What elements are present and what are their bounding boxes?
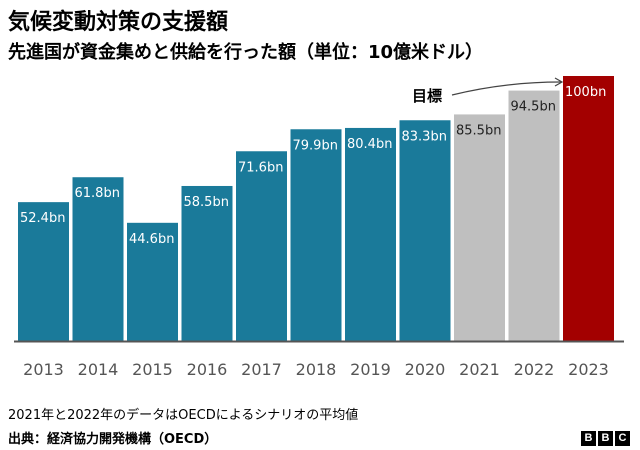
data-label-2021: 85.5bn	[456, 123, 501, 138]
bar-2023	[563, 76, 614, 341]
x-tick-2023: 2023	[568, 360, 609, 379]
chart-subtitle: 先進国が資金集めと供給を行った額（単位：10億米ドル）	[8, 42, 484, 63]
data-label-2013: 52.4bn	[20, 211, 65, 226]
source-credit: 出典：経済協力開発機構（OECD）	[8, 432, 218, 447]
bbc-logo: B B C	[581, 431, 630, 446]
data-label-2018: 79.9bn	[293, 138, 338, 153]
x-tick-2016: 2016	[187, 360, 228, 379]
data-label-2014: 61.8bn	[75, 186, 120, 201]
bar-2013	[18, 202, 69, 341]
bar-2014	[72, 177, 124, 341]
bbc-logo-letter: C	[615, 431, 630, 446]
chart-title: 気候変動対策の支援額	[8, 10, 229, 35]
x-tick-2022: 2022	[514, 360, 555, 379]
bbc-logo-letter: B	[581, 431, 596, 446]
x-tick-2013: 2013	[23, 360, 64, 379]
data-label-2022: 94.5bn	[511, 100, 556, 115]
data-label-2015: 44.6bn	[129, 232, 174, 247]
x-tick-2017: 2017	[241, 360, 282, 379]
bar-2021	[454, 114, 505, 341]
data-label-2019: 80.4bn	[347, 137, 392, 152]
data-label-2023: 100bn	[565, 85, 606, 100]
data-label-2020: 83.3bn	[402, 129, 447, 144]
bar-2019	[345, 127, 396, 341]
bar-2016	[181, 185, 233, 341]
annotation-arrow	[451, 81, 562, 96]
bar-2015	[127, 222, 178, 341]
bar-2018	[290, 129, 342, 341]
bbc-logo-letter: B	[598, 431, 613, 446]
annotation-arrowhead	[554, 77, 564, 87]
scenario-note: 2021年と2022年のデータはOECDによるシナリオの平均値	[8, 408, 359, 423]
bar-chart: 52.4bn 2013 61.8bn 2014 44.6bn 2015 58.5bn 2016…	[14, 76, 624, 379]
x-tick-2015: 2015	[132, 360, 173, 379]
target-annotation: 目標	[412, 87, 442, 105]
data-label-2017: 71.6bn	[238, 160, 283, 175]
x-tick-2020: 2020	[405, 360, 446, 379]
bar-2022	[508, 90, 560, 341]
bar-2020	[399, 120, 451, 341]
x-tick-2019: 2019	[350, 360, 391, 379]
bar-2017	[236, 151, 287, 341]
x-tick-2014: 2014	[78, 360, 119, 379]
x-tick-2021: 2021	[459, 360, 500, 379]
x-tick-2018: 2018	[296, 360, 337, 379]
data-label-2016: 58.5bn	[184, 195, 229, 210]
